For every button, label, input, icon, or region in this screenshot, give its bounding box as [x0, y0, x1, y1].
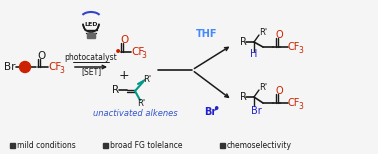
Text: R': R'	[137, 99, 145, 107]
Text: •: •	[114, 45, 122, 59]
Text: [SET]: [SET]	[81, 67, 101, 77]
Text: R': R'	[259, 28, 267, 36]
Text: CF: CF	[288, 42, 301, 52]
Text: Br: Br	[204, 107, 216, 117]
Text: Br: Br	[251, 106, 261, 116]
Text: O: O	[275, 86, 283, 96]
Text: chemoselectivity: chemoselectivity	[227, 141, 292, 150]
Text: CF: CF	[131, 47, 144, 57]
Text: 3: 3	[298, 101, 303, 111]
Bar	[87, 33, 95, 38]
Text: 3: 3	[141, 51, 146, 59]
Text: Br: Br	[4, 62, 15, 72]
Text: R: R	[240, 37, 247, 47]
Bar	[103, 143, 108, 148]
Text: H: H	[250, 49, 258, 59]
Text: unactivated alkenes: unactivated alkenes	[93, 109, 177, 118]
Text: CF: CF	[48, 62, 61, 72]
Text: +: +	[119, 69, 130, 81]
Text: O: O	[37, 51, 45, 61]
Text: O: O	[120, 35, 128, 45]
Text: R': R'	[143, 75, 151, 83]
Text: R': R'	[259, 83, 267, 91]
Text: mild conditions: mild conditions	[17, 141, 76, 150]
Text: 3: 3	[298, 45, 303, 55]
Bar	[220, 143, 225, 148]
Text: •: •	[212, 103, 219, 116]
Text: broad FG tolelance: broad FG tolelance	[110, 141, 183, 150]
Bar	[10, 143, 15, 148]
Text: photocatalyst: photocatalyst	[65, 53, 118, 61]
Text: R: R	[112, 85, 119, 95]
Circle shape	[20, 61, 31, 73]
Text: R: R	[240, 92, 247, 102]
Text: LED: LED	[84, 22, 98, 26]
Text: O: O	[275, 30, 283, 40]
Text: CF: CF	[288, 98, 301, 108]
Text: THF: THF	[196, 29, 218, 39]
Text: 3: 3	[59, 65, 64, 75]
